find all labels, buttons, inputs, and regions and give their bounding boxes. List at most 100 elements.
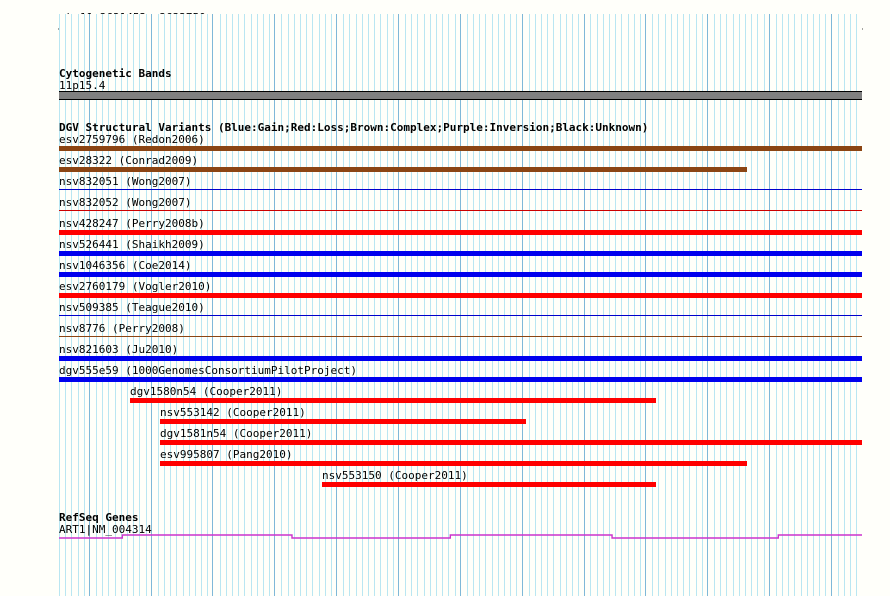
grid-line-minor (133, 14, 134, 596)
grid-line-minor (510, 14, 511, 596)
dgv-track-label[interactable]: nsv428247 (Perry2008b) (59, 217, 205, 230)
dgv-track-label[interactable]: nsv526441 (Shaikh2009) (59, 238, 205, 251)
grid-line-major-9 (645, 14, 646, 596)
grid-line-minor (349, 14, 350, 596)
grid-line-major-2 (212, 14, 213, 596)
grid-line-minor (238, 14, 239, 596)
grid-line-minor (442, 14, 443, 596)
grid-line-minor (263, 14, 264, 596)
grid-line-minor (603, 14, 604, 596)
grid-line-minor (764, 14, 765, 596)
grid-line-minor (696, 14, 697, 596)
grid-line-minor (541, 14, 542, 596)
grid-line-minor (689, 14, 690, 596)
grid-line-minor (794, 14, 795, 596)
grid-line-minor (108, 14, 109, 596)
grid-line-minor (628, 14, 629, 596)
grid-line-minor (702, 14, 703, 596)
grid-line-major-5 (398, 14, 399, 596)
grid-line-minor (387, 14, 388, 596)
grid-line-minor (281, 14, 282, 596)
grid-line-minor (677, 14, 678, 596)
grid-line-minor (782, 14, 783, 596)
cytogenetic-bands-title: Cytogenetic Bands (59, 67, 172, 80)
grid-line-minor (306, 14, 307, 596)
grid-line-minor (59, 14, 60, 596)
dgv-track-bar[interactable] (59, 251, 862, 256)
dgv-track-label[interactable]: dgv1581n54 (Cooper2011) (160, 427, 313, 440)
grid-line-minor (195, 14, 196, 596)
grid-line-minor (294, 14, 295, 596)
dgv-track-bar[interactable] (59, 146, 862, 151)
grid-line-minor (597, 14, 598, 596)
grid-line-major-12 (831, 14, 832, 596)
grid-line-minor (170, 14, 171, 596)
grid-line-minor (139, 14, 140, 596)
dgv-track-bar[interactable] (322, 482, 656, 487)
grid-line-minor (232, 14, 233, 596)
dgv-track-bar[interactable] (160, 419, 526, 424)
dgv-track-label[interactable]: esv2760179 (Vogler2010) (59, 280, 212, 293)
grid-line-minor (590, 14, 591, 596)
dgv-track-label[interactable]: nsv821603 (Ju2010) (59, 343, 179, 356)
grid-line-minor (757, 14, 758, 596)
dgv-track-label[interactable]: nsv553142 (Cooper2011) (160, 406, 306, 419)
dgv-track-bar[interactable] (59, 210, 862, 211)
grid-line-minor (325, 14, 326, 596)
grid-line-minor (819, 14, 820, 596)
grid-line-minor (436, 14, 437, 596)
grid-line-minor (201, 14, 202, 596)
grid-line-minor (838, 14, 839, 596)
dgv-track-bar[interactable] (59, 315, 862, 316)
grid-line-minor (609, 14, 610, 596)
dgv-track-bar[interactable] (59, 377, 862, 382)
dgv-track-bar[interactable] (59, 336, 862, 337)
dgv-track-label[interactable]: nsv8776 (Perry2008) (59, 322, 185, 335)
dgv-track-bar[interactable] (59, 356, 862, 361)
dgv-track-label[interactable]: nsv832052 (Wong2007) (59, 196, 192, 209)
dgv-track-label[interactable]: esv995807 (Pang2010) (160, 448, 293, 461)
grid-line-minor (448, 14, 449, 596)
grid-line-minor (424, 14, 425, 596)
grid-line-minor (813, 14, 814, 596)
grid-line-major-3 (274, 14, 275, 596)
grid-line-minor (578, 14, 579, 596)
grid-line-minor (492, 14, 493, 596)
grid-line-minor (146, 14, 147, 596)
grid-line-minor (71, 14, 72, 596)
grid-line-minor (183, 14, 184, 596)
grid-line-minor (652, 14, 653, 596)
dgv-track-label[interactable]: esv28322 (Conrad2009) (59, 154, 199, 167)
grid-line-minor (807, 14, 808, 596)
grid-line-minor (671, 14, 672, 596)
grid-line-minor (78, 14, 79, 596)
dgv-track-bar[interactable] (59, 189, 862, 190)
grid-line-minor (720, 14, 721, 596)
refseq-gene-model[interactable] (59, 528, 862, 548)
dgv-track-label[interactable]: dgv555e59 (1000GenomesConsortiumPilotPro… (59, 364, 358, 377)
dgv-track-bar[interactable] (130, 398, 656, 403)
cytoband-bar[interactable] (59, 91, 862, 100)
dgv-track-label[interactable]: nsv509385 (Teague2010) (59, 301, 205, 314)
grid-line-minor (189, 14, 190, 596)
grid-line-minor (634, 14, 635, 596)
grid-line-minor (362, 14, 363, 596)
dgv-track-bar[interactable] (59, 167, 747, 172)
dgv-track-bar[interactable] (59, 293, 862, 298)
grid-line-minor (801, 14, 802, 596)
dgv-track-label[interactable]: esv2759796 (Redon2006) (59, 133, 205, 146)
grid-line-major-6 (460, 14, 461, 596)
dgv-track-bar[interactable] (59, 272, 862, 277)
dgv-track-bar[interactable] (160, 461, 747, 466)
dgv-track-bar[interactable] (160, 440, 862, 445)
grid-line-minor (665, 14, 666, 596)
gene-exon-intron-line[interactable] (59, 534, 862, 539)
grid-line-major-8 (584, 14, 585, 596)
dgv-track-label[interactable]: dgv1580n54 (Cooper2011) (130, 385, 283, 398)
grid-line-minor (621, 14, 622, 596)
dgv-track-label[interactable]: nsv553150 (Cooper2011) (322, 469, 468, 482)
grid-line-minor (226, 14, 227, 596)
dgv-track-label[interactable]: nsv1046356 (Coe2014) (59, 259, 192, 272)
dgv-track-bar[interactable] (59, 230, 862, 235)
dgv-track-label[interactable]: nsv832051 (Wong2007) (59, 175, 192, 188)
